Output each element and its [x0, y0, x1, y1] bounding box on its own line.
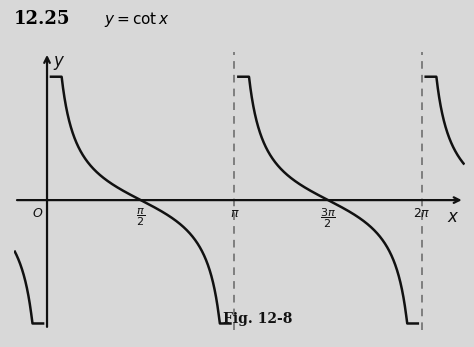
Text: $x$: $x$: [447, 209, 460, 226]
Text: $\dfrac{\pi}{2}$: $\dfrac{\pi}{2}$: [136, 207, 145, 228]
Text: $2\pi$: $2\pi$: [413, 207, 430, 220]
Text: $\dfrac{3\pi}{2}$: $\dfrac{3\pi}{2}$: [320, 207, 336, 230]
Text: $y$: $y$: [53, 53, 65, 71]
Text: $y = \cot x$: $y = \cot x$: [104, 10, 170, 29]
Text: Fig. 12-8: Fig. 12-8: [223, 312, 292, 326]
Text: $\pi$: $\pi$: [229, 207, 239, 220]
Text: $O$: $O$: [32, 207, 44, 220]
Text: 12.25: 12.25: [14, 10, 71, 28]
